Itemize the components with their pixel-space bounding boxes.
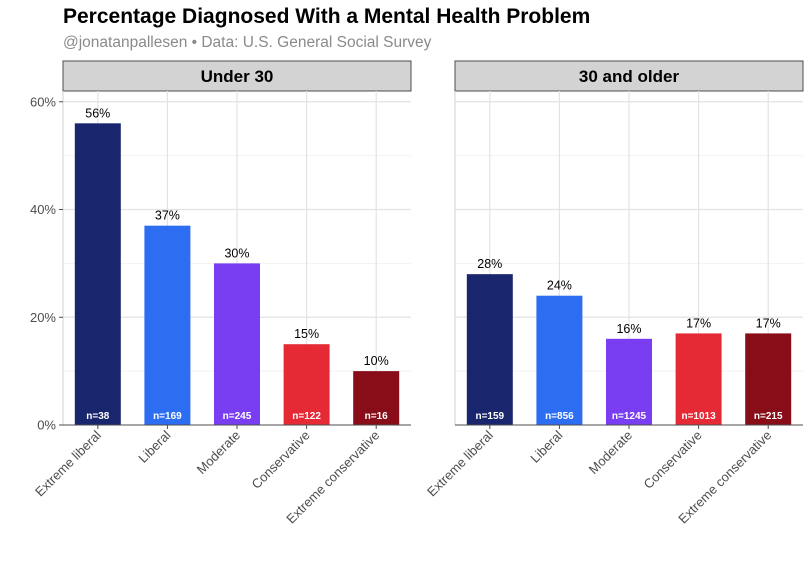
value-label: 17% (756, 316, 781, 330)
y-tick-label: 60% (30, 94, 56, 109)
value-label: 28% (477, 257, 502, 271)
value-label: 56% (85, 106, 110, 120)
x-tick-label: Liberal (135, 427, 173, 465)
x-tick-label: Conservative (248, 428, 312, 492)
chart-subtitle: @jonatanpallesen • Data: U.S. General So… (63, 34, 432, 51)
facet-strip-label-30-and-older: 30 and older (579, 67, 680, 86)
value-label: 37% (155, 209, 180, 223)
bar-under-30-4 (283, 344, 330, 425)
n-label: n=856 (545, 411, 574, 422)
n-label: n=159 (475, 411, 504, 422)
bar-30-and-older-4 (675, 333, 722, 425)
bar-under-30-1 (74, 123, 121, 426)
x-tick-label: Extreme liberal (32, 427, 104, 499)
chart-title: Percentage Diagnosed With a Mental Healt… (63, 5, 591, 28)
n-label: n=38 (86, 411, 110, 422)
value-label: 17% (686, 316, 711, 330)
n-label: n=122 (292, 411, 321, 422)
value-label: 15% (294, 327, 319, 341)
x-tick-label: Extreme liberal (424, 427, 496, 499)
bar-under-30-3 (214, 263, 260, 425)
n-label: n=169 (153, 411, 182, 422)
bar-30-and-older-2 (536, 295, 583, 425)
n-label: n=1013 (681, 411, 716, 422)
bar-30-and-older-3 (606, 338, 652, 425)
value-label: 24% (547, 279, 572, 293)
n-label: n=245 (223, 411, 252, 422)
bar-30-and-older-5 (745, 333, 792, 425)
y-tick-label: 0% (37, 418, 56, 433)
bar-under-30-2 (144, 225, 191, 425)
bar-30-and-older-1 (466, 274, 513, 425)
facet-strip-under-30 (62, 60, 412, 92)
value-label: 30% (224, 246, 249, 260)
facet-strip-label-under-30: Under 30 (201, 67, 274, 86)
bar-under-30-5 (353, 371, 400, 425)
n-label: n=1245 (612, 411, 647, 422)
x-tick-label: Moderate (194, 428, 243, 477)
y-tick-label: 20% (30, 310, 56, 325)
value-label: 10% (364, 354, 389, 368)
x-tick-label: Moderate (586, 428, 635, 477)
x-tick-label: Conservative (640, 428, 704, 492)
x-tick-label: Liberal (527, 427, 565, 465)
value-label: 16% (616, 322, 641, 336)
y-tick-label: 40% (30, 202, 56, 217)
n-label: n=16 (365, 411, 389, 422)
n-label: n=215 (754, 411, 783, 422)
